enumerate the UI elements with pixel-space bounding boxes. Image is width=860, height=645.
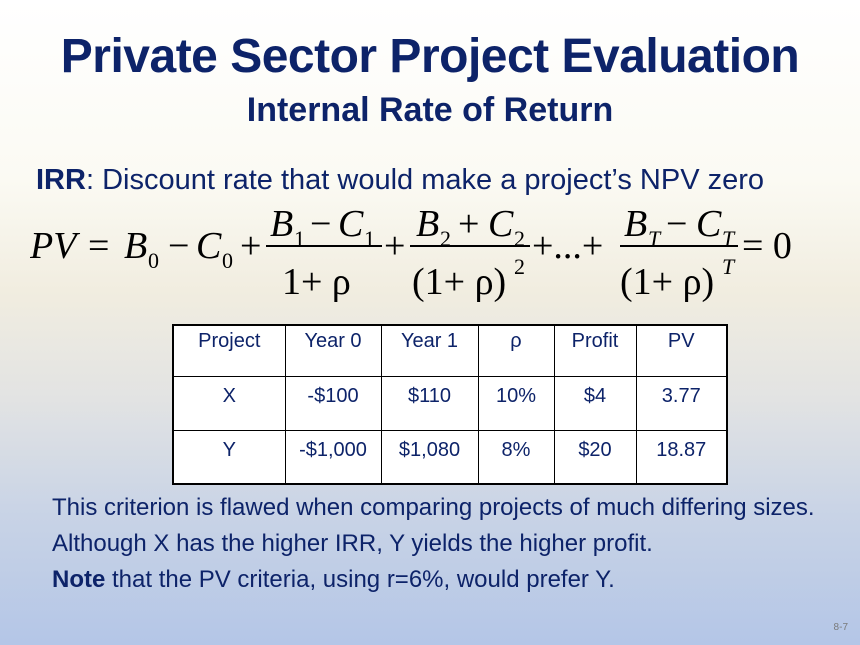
formula-ellipsis: +...+ <box>532 225 603 267</box>
fracT-b-sub: T <box>648 226 662 251</box>
fracT-c-sub: T <box>722 226 736 251</box>
frac2-c: C <box>488 203 514 245</box>
frac1-c: C <box>338 203 364 245</box>
frac1-b: B <box>270 203 293 245</box>
fracT-b: B <box>624 203 647 245</box>
cell-pv: 3.77 <box>635 375 728 431</box>
pv-formula: PV = B 0 − C 0 + B 1 − C 1 1+ ρ + B 2 + … <box>30 196 830 316</box>
header-year1: Year 1 <box>380 324 479 377</box>
fracT-den: (1+ ρ) <box>620 261 714 303</box>
frac2-exp: 2 <box>514 254 525 279</box>
slide-number: 8-7 <box>833 622 848 633</box>
irr-comparison-table: Project Year 0 Year 1 ρ Profit PV X -$10… <box>172 324 728 485</box>
header-pv: PV <box>635 324 728 377</box>
frac2-plus: + <box>458 203 479 245</box>
irr-definition: IRR: Discount rate that would make a pro… <box>36 160 764 200</box>
formula-b0-sub: 0 <box>148 248 159 273</box>
formula-minus0: − <box>168 225 189 267</box>
criterion-note: This criterion is flawed when comparing … <box>52 490 842 598</box>
cell-project: Y <box>172 429 286 485</box>
cell-rho: 10% <box>477 375 555 431</box>
frac1-b-sub: 1 <box>294 226 305 251</box>
formula-pv: PV <box>30 225 80 267</box>
slide-title: Private Sector Project Evaluation <box>60 30 800 83</box>
table-row: Y -$1,000 $1,080 8% $20 18.87 <box>172 429 728 485</box>
frac2-b: B <box>416 203 439 245</box>
frac1-minus: − <box>310 203 331 245</box>
frac2-den: (1+ ρ) <box>412 261 506 303</box>
cell-year1: $1,080 <box>380 429 479 485</box>
formula-equals: = <box>88 225 109 267</box>
formula-c0: C <box>196 225 222 267</box>
formula-plus1: + <box>384 225 405 267</box>
cell-profit: $4 <box>553 375 637 431</box>
fracT-exp: T <box>722 254 736 279</box>
slide-subtitle: Internal Rate of Return <box>246 91 614 129</box>
fracT-minus: − <box>666 203 687 245</box>
cell-year0: -$1,000 <box>284 429 382 485</box>
formula-b0: B <box>124 225 147 267</box>
formula-c0-sub: 0 <box>222 248 233 273</box>
header-rho: ρ <box>477 324 555 377</box>
frac1-c-sub: 1 <box>364 226 375 251</box>
header-profit: Profit <box>553 324 637 377</box>
cell-pv: 18.87 <box>635 429 728 485</box>
note-line1: This criterion is flawed when comparing … <box>52 494 815 557</box>
cell-year0: -$100 <box>284 375 382 431</box>
frac1-den: 1+ ρ <box>282 261 351 303</box>
cell-rho: 8% <box>477 429 555 485</box>
cell-year1: $110 <box>380 375 479 431</box>
cell-profit: $20 <box>553 429 637 485</box>
formula-plus0: + <box>240 225 261 267</box>
note-text: that the PV criteria, using r=6%, would … <box>105 566 615 593</box>
irr-term: IRR <box>36 164 86 196</box>
cell-project: X <box>172 375 286 431</box>
formula-equals-zero: = 0 <box>742 225 792 267</box>
header-year0: Year 0 <box>284 324 382 377</box>
header-project: Project <box>172 324 286 377</box>
table-row: X -$100 $110 10% $4 3.77 <box>172 375 728 431</box>
note-label: Note <box>52 566 106 593</box>
frac2-b-sub: 2 <box>440 226 451 251</box>
table-header-row: Project Year 0 Year 1 ρ Profit PV <box>172 324 728 377</box>
irr-definition-text: : Discount rate that would make a projec… <box>85 164 765 196</box>
frac2-c-sub: 2 <box>514 226 525 251</box>
fracT-c: C <box>696 203 722 245</box>
